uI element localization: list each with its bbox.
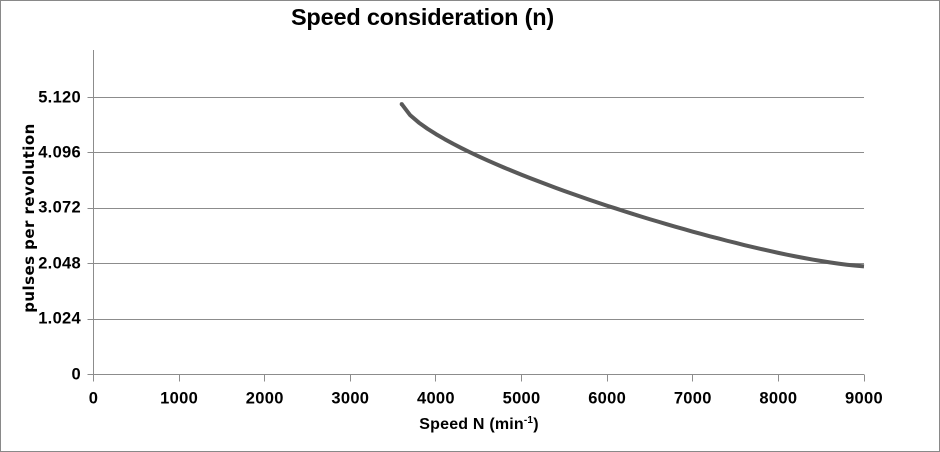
x-tick-label: 4000 [416, 389, 455, 407]
series-line-start-cap [399, 102, 404, 107]
x-tick-label: 5000 [502, 389, 541, 407]
series-line [400, 102, 865, 269]
x-axis-title-superscript: -1 [523, 415, 534, 426]
y-tick-label: 3.072 [38, 198, 81, 217]
x-tick-label: 6000 [588, 389, 627, 407]
chart-title: Speed consideration (n) [290, 4, 555, 30]
y-tick-label: 0 [71, 365, 81, 383]
x-tick-label: 0 [88, 389, 99, 407]
x-tick-label: 2000 [245, 389, 284, 407]
y-axis-title: pulses per revolution [20, 123, 38, 313]
x-tick-label: 1000 [160, 389, 199, 407]
x-tick-label: 8000 [759, 389, 798, 407]
x-tick-label: 7000 [673, 389, 712, 407]
y-tick-label: 4.096 [38, 143, 81, 162]
x-tick-label: 9000 [845, 389, 883, 407]
y-tick-label: 5.120 [38, 88, 81, 107]
y-tick-label: 2.048 [38, 254, 81, 273]
x-axis-title: Speed N (min-1) [419, 415, 539, 434]
x-axis-title-main: Speed N (min [419, 416, 524, 433]
y-tick-label: 1.024 [38, 309, 81, 328]
x-axis-title-end: ) [533, 416, 539, 433]
x-tick-label: 3000 [331, 389, 370, 407]
